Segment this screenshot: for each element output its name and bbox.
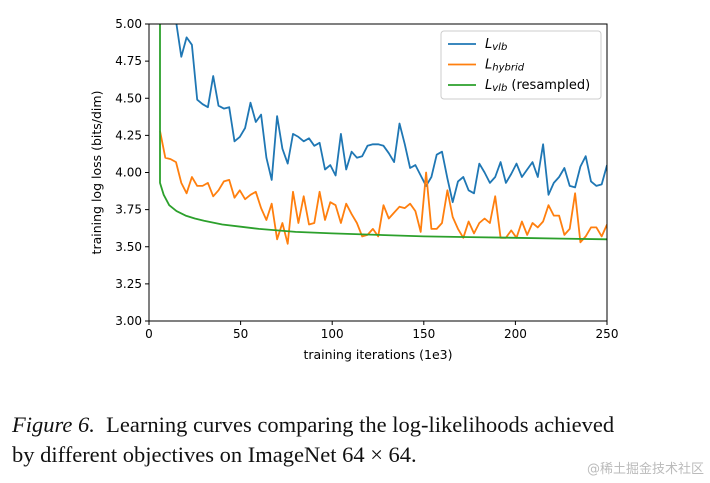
x-tick-label: 200	[504, 327, 527, 341]
caption-text-line2: by different objectives on ImageNet 64 ×…	[12, 442, 417, 467]
y-tick-label: 3.25	[115, 277, 142, 291]
y-axis-label: training log loss (bits/dim)	[89, 91, 104, 255]
x-axis-label: training iterations (1e3)	[303, 347, 452, 362]
x-tick-label: 150	[412, 327, 435, 341]
y-tick-label: 4.00	[115, 166, 142, 180]
legend-label-1: Lhybrid	[485, 58, 525, 74]
learning-curve-chart: 0 50 100 150 200 250 3.00 3.25 3.50 3.75 4.00 4.25 4…	[89, 17, 619, 362]
series-line-1	[159, 130, 607, 245]
legend-label-0: Lvlb	[485, 37, 507, 53]
series-line-2	[159, 24, 607, 241]
x-tick-label: 50	[233, 327, 248, 341]
y-tick-label: 5.00	[115, 17, 142, 31]
x-tick-label: 250	[596, 327, 619, 341]
y-tick-label: 4.25	[115, 128, 142, 142]
series-line-0	[175, 24, 607, 204]
y-tick-label: 3.00	[115, 314, 142, 328]
y-tick-label: 3.50	[115, 240, 142, 254]
legend-label-2: Lvlb (resampled)	[485, 78, 590, 94]
caption-label: Figure 6.	[12, 412, 95, 437]
figure-caption: Figure 6. Learning curves comparing the …	[12, 410, 614, 470]
x-tick-label: 0	[145, 327, 153, 341]
x-tick-label: 100	[321, 327, 344, 341]
y-tick-label: 4.50	[115, 91, 142, 105]
legend-box	[440, 30, 602, 100]
caption-text: Learning curves comparing the log-likeli…	[106, 412, 615, 437]
y-tick-label: 4.75	[115, 54, 142, 68]
y-tick-label: 3.75	[115, 203, 142, 217]
watermark: @稀土掘金技术社区	[586, 462, 704, 477]
